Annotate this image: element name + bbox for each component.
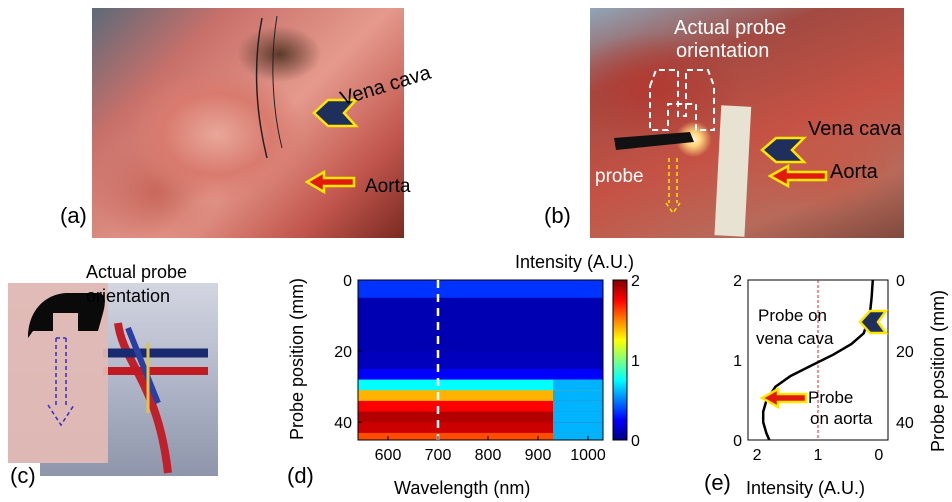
colorbar-tick-label: 1 bbox=[631, 353, 640, 370]
y-axis-label-d: Probe position (mm) bbox=[287, 277, 307, 440]
colorbar-tick-label: 2 bbox=[631, 273, 640, 290]
aorta-label-a: Aorta bbox=[365, 176, 411, 197]
vena-cava-chevron-icon bbox=[312, 98, 359, 128]
heatmap-row-tail bbox=[553, 411, 603, 423]
aorta-arrow-icon bbox=[767, 163, 828, 189]
heatmap-row bbox=[358, 280, 603, 299]
y-tick-label: 20 bbox=[334, 344, 352, 361]
heatmap-row bbox=[358, 432, 603, 441]
probe-orientation-label-b-line1: Actual probe bbox=[674, 17, 787, 39]
aorta-label-e-line1: Probe bbox=[808, 388, 854, 407]
left-y-tick-label: 2 bbox=[733, 273, 742, 290]
photo-b-overlay bbox=[614, 69, 828, 237]
x-tick-label: 900 bbox=[525, 447, 552, 464]
heatmap-row bbox=[358, 368, 603, 381]
aorta-label-e-line2: on aorta bbox=[810, 409, 873, 428]
x-tick-label: 1 bbox=[814, 447, 823, 464]
heatmap-frame bbox=[357, 279, 604, 441]
panel-label-d: (d) bbox=[283, 463, 318, 489]
left-y-tick-label: 1 bbox=[733, 353, 742, 370]
line-figure-e: 2 1 0 0 1 2 0 20 40 bbox=[700, 255, 952, 470]
panel-label-e: (e) bbox=[700, 470, 735, 496]
x-tick-label: 800 bbox=[475, 447, 502, 464]
right-y-tick-label: 40 bbox=[896, 415, 914, 432]
x-axis-label-d: Wavelength (nm) bbox=[394, 478, 531, 498]
x-tick-label: 1000 bbox=[570, 447, 606, 464]
panel-label-b: (b) bbox=[540, 203, 575, 229]
heatmap-row bbox=[358, 351, 603, 370]
x-tick-label: 0 bbox=[874, 447, 883, 464]
heatmap-row-tail bbox=[553, 432, 603, 441]
heatmap-row bbox=[358, 422, 603, 434]
heatmap-row bbox=[358, 411, 603, 423]
left-y-tick-label: 0 bbox=[733, 433, 742, 450]
y-axis-label-e: Probe position (mm) bbox=[928, 289, 948, 452]
surgical-photo-a bbox=[92, 8, 404, 238]
x-tick-label: 2 bbox=[753, 447, 762, 464]
heatmap-figure-d: 600 700 800 900 1000 0 20 40 0 1 2 bbox=[288, 255, 668, 475]
panel-label-c: (c) bbox=[6, 463, 40, 489]
colorbar-tick-label: 0 bbox=[631, 433, 640, 450]
heatmap-row bbox=[358, 400, 603, 413]
y-tick-label: 0 bbox=[343, 273, 352, 290]
x-tick-label: 700 bbox=[425, 447, 452, 464]
heatmap-row-tail bbox=[553, 390, 603, 402]
colorbar bbox=[612, 279, 628, 441]
photo-a-overlay bbox=[255, 15, 359, 195]
vena-cava-chevron-icon bbox=[858, 309, 889, 335]
heatmap-row bbox=[358, 333, 603, 352]
heatmap-row-tail bbox=[553, 379, 603, 391]
aorta-arrow-icon bbox=[759, 386, 808, 410]
x-tick-label: 600 bbox=[375, 447, 402, 464]
phantom-photo-c bbox=[8, 283, 218, 476]
photo-c-overlay bbox=[8, 283, 208, 474]
probe-orientation-label-b-line2: orientation bbox=[676, 40, 770, 62]
colorbar-label: Intensity (A.U.) bbox=[515, 252, 635, 272]
right-y-tick-label: 0 bbox=[896, 273, 905, 290]
heatmap-row bbox=[358, 297, 603, 317]
vena-cava-label-e-line2: vena cava bbox=[756, 329, 834, 348]
surgical-photo-b bbox=[590, 8, 904, 238]
right-y-tick-label: 20 bbox=[896, 344, 914, 361]
aorta-label-b: Aorta bbox=[830, 161, 878, 183]
panel-label-a: (a) bbox=[56, 203, 91, 229]
x-axis-label-e: Intensity (A.U.) bbox=[746, 478, 866, 498]
aorta-arrow-icon bbox=[304, 169, 356, 195]
heatmap-row-tail bbox=[553, 400, 603, 413]
vena-cava-chevron-icon bbox=[760, 136, 808, 164]
probe-orientation-label-c-line2: orientation bbox=[86, 286, 171, 306]
probe-orientation-label-c-line1: Actual probe bbox=[86, 262, 188, 282]
heatmap-chart: 600 700 800 900 1000 0 20 40 0 1 2 bbox=[334, 273, 640, 464]
heatmap-row bbox=[358, 390, 603, 402]
probe-label-b: probe bbox=[595, 166, 644, 187]
heatmap-row-tail bbox=[553, 422, 603, 434]
heatmap-row bbox=[358, 315, 603, 334]
vena-cava-label-b: Vena cava bbox=[808, 118, 902, 140]
heatmap-row bbox=[358, 379, 603, 391]
vena-cava-label-e-line1: Probe on bbox=[758, 306, 827, 325]
y-tick-label: 40 bbox=[334, 415, 352, 432]
